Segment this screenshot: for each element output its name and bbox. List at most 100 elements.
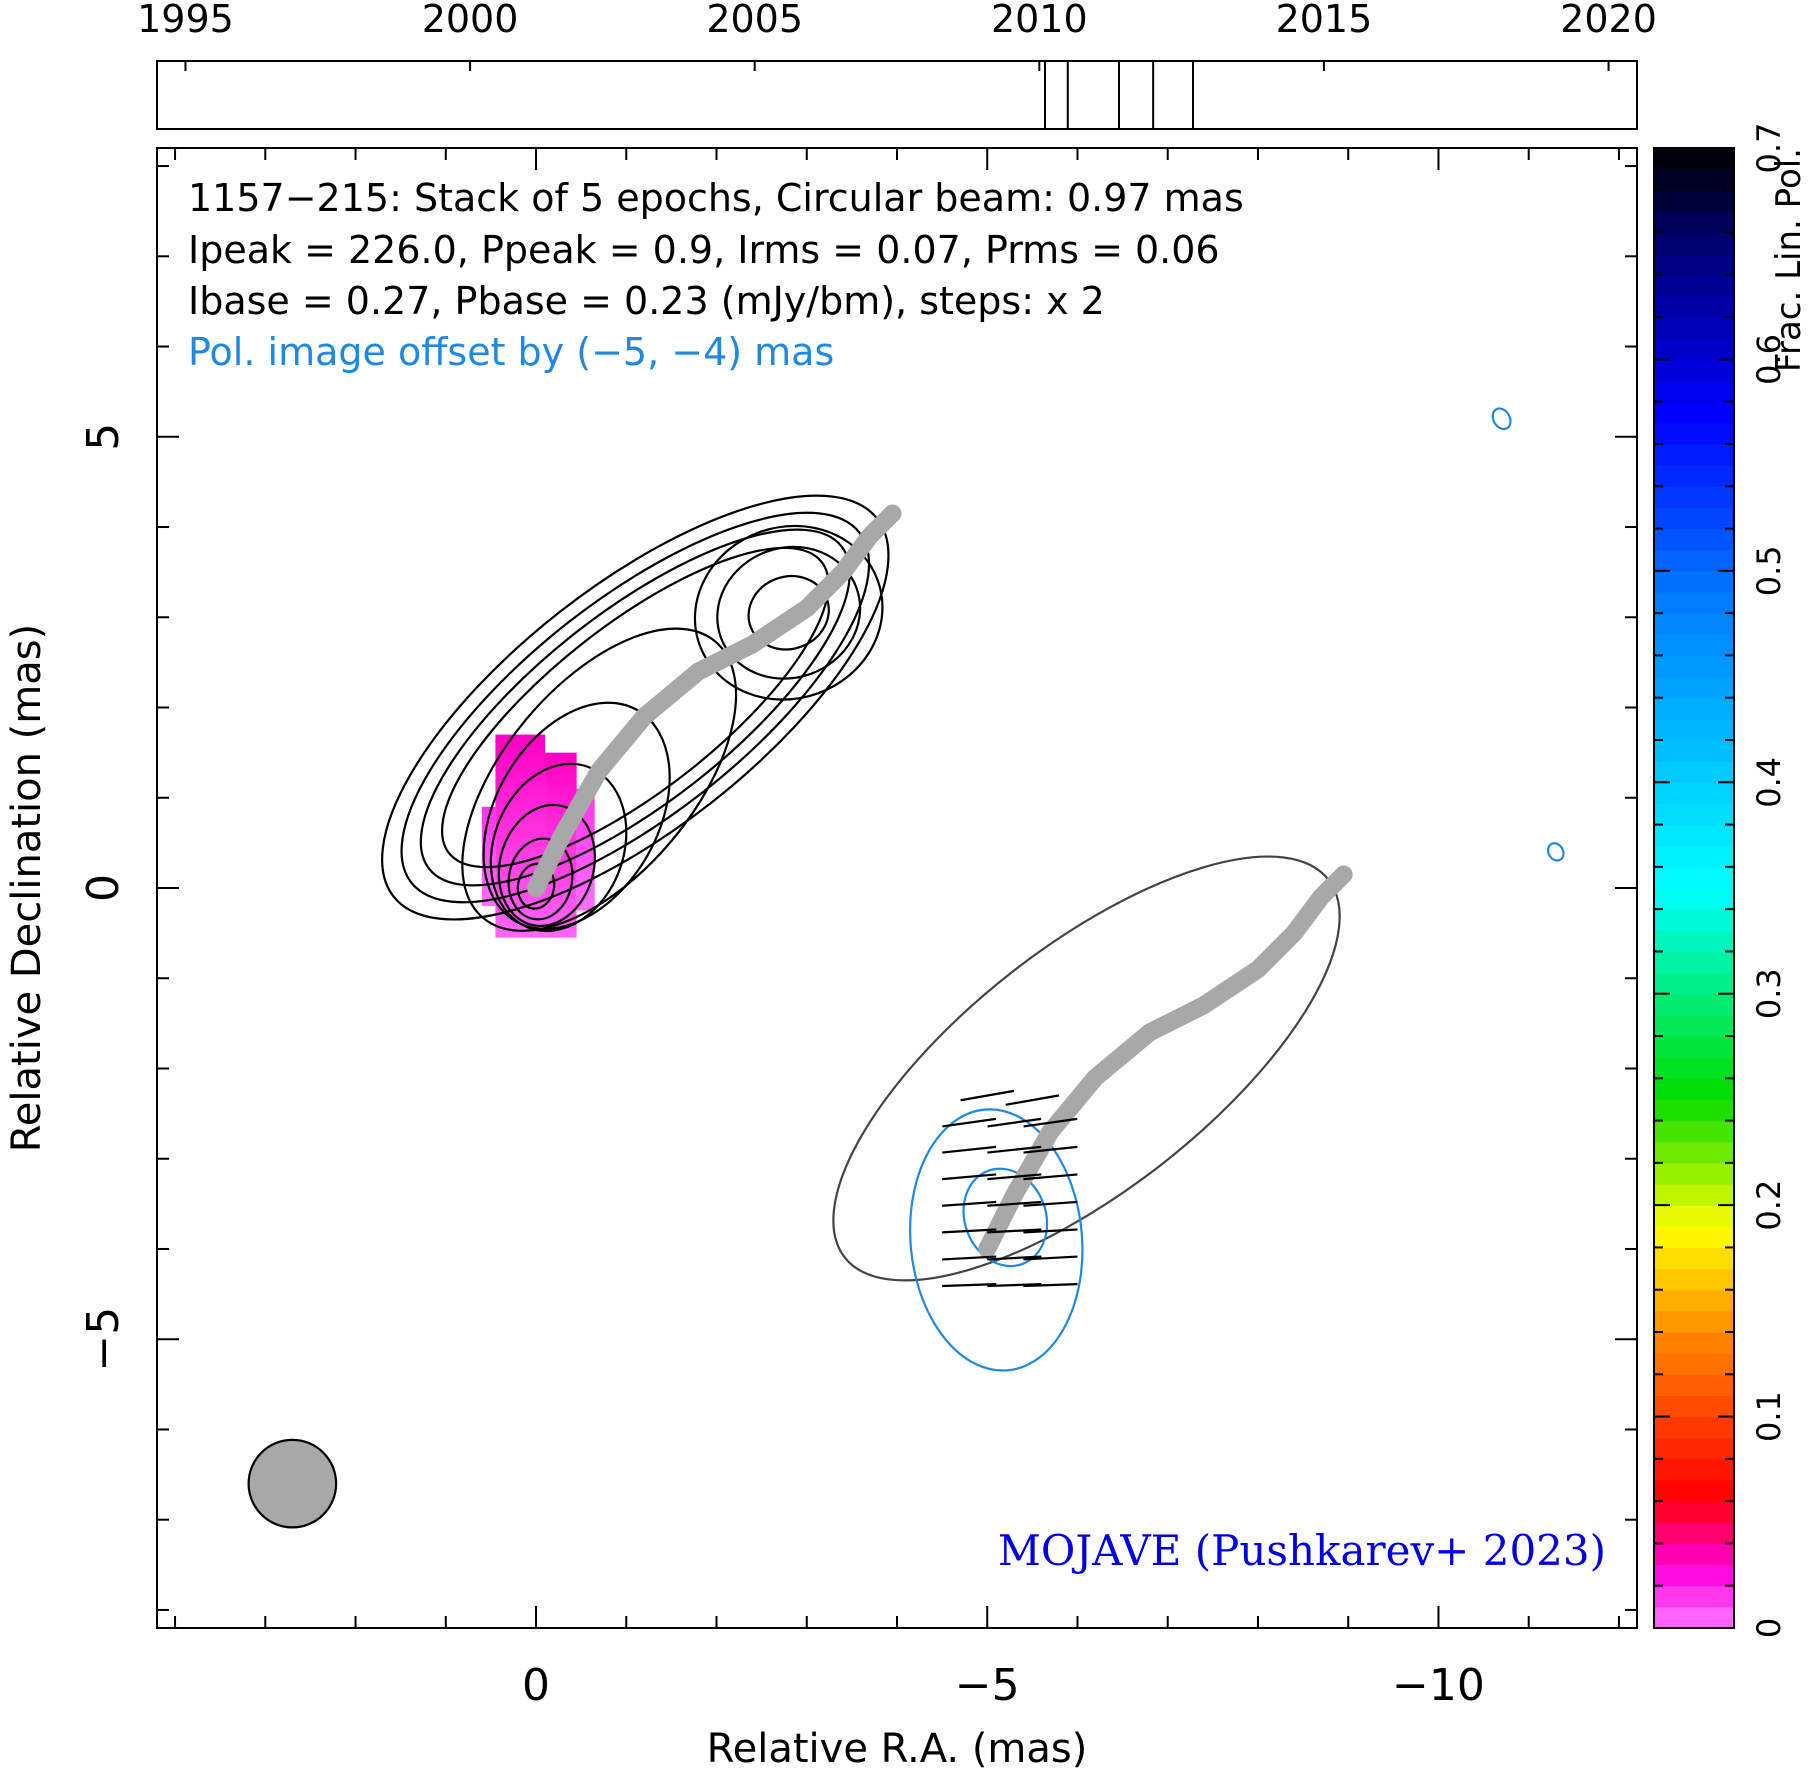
colorbar-swatch bbox=[1654, 444, 1734, 466]
colorbar-swatch bbox=[1654, 422, 1734, 445]
colorbar-swatch bbox=[1654, 317, 1734, 339]
colorbar-swatch bbox=[1654, 697, 1734, 720]
axis-ticks bbox=[157, 148, 1637, 1628]
colorbar-swatch bbox=[1654, 888, 1734, 910]
colorbar-swatch bbox=[1654, 1437, 1734, 1460]
colorbar-swatch bbox=[1654, 951, 1734, 974]
colorbar-swatch bbox=[1654, 1268, 1734, 1291]
timeline-tick-label: 1995 bbox=[137, 0, 234, 41]
colorbar-swatch bbox=[1654, 380, 1734, 403]
x-axis-label: Relative R.A. (mas) bbox=[707, 1726, 1088, 1772]
colorbar-swatch bbox=[1654, 1416, 1734, 1439]
timeline-tick-label: 2010 bbox=[991, 0, 1088, 41]
colorbar-swatch bbox=[1654, 190, 1734, 213]
axis-tick-labels: 0 −5 −10 5 0 −5 bbox=[78, 423, 1485, 1711]
colorbar-swatch bbox=[1654, 507, 1734, 530]
evpa-tick bbox=[942, 1173, 997, 1181]
stokes-i-contour bbox=[507, 837, 574, 921]
colorbar-swatch bbox=[1654, 1543, 1734, 1566]
evpa-tick bbox=[987, 1228, 1042, 1234]
timeline-tick-label: 2005 bbox=[706, 0, 803, 41]
colorbar-swatch bbox=[1654, 866, 1734, 889]
beam-circle bbox=[247, 1438, 338, 1529]
y-tick-label: −5 bbox=[78, 1307, 129, 1372]
colorbar-swatch bbox=[1654, 274, 1734, 297]
colorbar-swatch bbox=[1654, 1120, 1734, 1143]
colorbar-label: Frac. Lin. Pol. bbox=[1769, 148, 1809, 372]
title-line-1: 1157−215: Stack of 5 epochs, Circular be… bbox=[188, 176, 1244, 220]
colorbar-swatch bbox=[1654, 1184, 1734, 1206]
colorbar-swatch bbox=[1654, 824, 1734, 847]
evpa-tick bbox=[1023, 1117, 1078, 1128]
colorbar-swatch bbox=[1654, 211, 1734, 234]
evpa-tick bbox=[960, 1089, 1015, 1102]
epoch-timeline: 1995 2000 2005 2010 2015 2020 bbox=[137, 0, 1657, 130]
colorbar-swatch bbox=[1654, 1353, 1734, 1375]
x-tick-label: 0 bbox=[522, 1660, 550, 1711]
credit-label: MOJAVE (Pushkarev+ 2023) bbox=[998, 1526, 1606, 1575]
stokes-i-contours bbox=[381, 494, 890, 933]
colorbar-swatch bbox=[1654, 1099, 1734, 1122]
evpa-tick bbox=[1005, 1094, 1060, 1106]
y-tick-label: 5 bbox=[78, 423, 129, 451]
colorbar-swatch bbox=[1654, 1078, 1734, 1101]
colorbar-swatch bbox=[1654, 1332, 1734, 1354]
colorbar-swatch bbox=[1654, 359, 1734, 382]
colorbar: 0 0.1 0.2 0.3 0.4 0.5 0.6 0.7 Frac. Lin. Pol. bbox=[1653, 123, 1809, 1638]
evpa-tick bbox=[1023, 1255, 1078, 1261]
plot-frame bbox=[156, 147, 1638, 1629]
colorbar-swatch bbox=[1654, 1310, 1734, 1333]
colorbar-tick-label: 0.1 bbox=[1750, 1391, 1788, 1442]
colorbar-tick-label: 0.6 bbox=[1750, 334, 1788, 385]
colorbar-swatch bbox=[1654, 761, 1734, 783]
colorbar-tick-label: 0.4 bbox=[1750, 757, 1788, 808]
y-axis-label: Relative Declination (mas) bbox=[4, 624, 50, 1152]
y-tick-label: 0 bbox=[78, 874, 129, 902]
evpa-tick bbox=[987, 1200, 1042, 1207]
colorbar-swatch bbox=[1654, 782, 1734, 805]
colorbar-swatch bbox=[1654, 909, 1734, 931]
colorbar-swatch bbox=[1654, 465, 1734, 487]
colorbar-swatch bbox=[1654, 486, 1734, 509]
colorbar-swatch bbox=[1654, 570, 1734, 593]
evpa-tick bbox=[942, 1255, 997, 1261]
polarized-intensity-contour bbox=[1491, 407, 1512, 431]
stokes-i-contour bbox=[693, 524, 884, 701]
colorbar-swatch bbox=[1654, 549, 1734, 572]
colorbar-swatch bbox=[1654, 740, 1734, 762]
colorbar-swatch bbox=[1654, 1564, 1734, 1587]
colorbar-tick-label: 0.5 bbox=[1750, 545, 1788, 596]
stokes-i-contour bbox=[419, 528, 851, 887]
colorbar-swatch bbox=[1654, 993, 1734, 1016]
timeline-tick-label: 2015 bbox=[1276, 0, 1373, 41]
offset-ridge-line bbox=[978, 865, 1353, 1258]
evpa-tick bbox=[942, 1145, 997, 1154]
colorbar-swatch bbox=[1654, 972, 1734, 995]
colorbar-swatch bbox=[1654, 1036, 1734, 1058]
colorbar-swatch bbox=[1654, 845, 1734, 868]
x-tick-label: −10 bbox=[1392, 1660, 1485, 1711]
beam bbox=[247, 1438, 338, 1529]
evpa-tick bbox=[1023, 1200, 1078, 1207]
colorbar-swatch bbox=[1654, 1162, 1734, 1185]
stokes-i-contour bbox=[461, 627, 738, 932]
colorbar-swatch bbox=[1654, 253, 1734, 276]
colorbar-swatch bbox=[1654, 1522, 1734, 1545]
stokes-i-contour bbox=[440, 546, 830, 869]
colorbar-swatch bbox=[1654, 1501, 1734, 1523]
colorbar-swatch bbox=[1654, 803, 1734, 826]
colorbar-swatch bbox=[1654, 1141, 1734, 1164]
timeline-tick-label: 2000 bbox=[422, 0, 519, 41]
ridge-lines bbox=[527, 504, 1353, 1258]
offset-note: Pol. image offset by (−5, −4) mas bbox=[188, 330, 834, 374]
colorbar-swatch bbox=[1654, 1395, 1734, 1418]
evpa-tick bbox=[942, 1200, 997, 1207]
main-plot: 0 −5 −10 5 0 −5 1157−215: Stack of 5 epochs, … bbox=[4, 147, 1638, 1772]
colorbar-swatch bbox=[1654, 1585, 1734, 1608]
colorbar-swatch bbox=[1654, 169, 1734, 191]
evpa-tick bbox=[987, 1145, 1042, 1154]
colorbar-swatch bbox=[1654, 613, 1734, 635]
polarized-intensity-contour bbox=[1546, 842, 1565, 862]
evpa-tick bbox=[987, 1255, 1042, 1261]
stokes-i-contour bbox=[400, 511, 871, 904]
